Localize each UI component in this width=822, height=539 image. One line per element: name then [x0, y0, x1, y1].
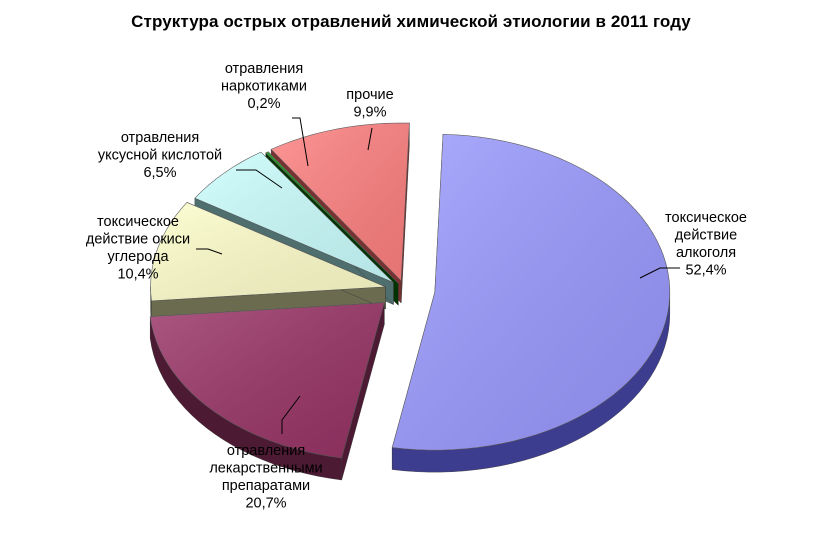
- slice-value-label: 6,5%: [143, 165, 176, 181]
- slice-label-line: отравления: [225, 61, 303, 77]
- slice-label-line: токсическое: [97, 214, 179, 230]
- slice-label-4: отравления уксусной кислотой 6,5%: [98, 130, 222, 181]
- slice-label-line: прочие: [346, 87, 393, 103]
- slice-label-line: лекарственными: [209, 461, 322, 477]
- pie-slice-shade-6: [271, 123, 410, 281]
- slice-label-line: действие окиси: [86, 232, 190, 248]
- leader-line-3: [196, 248, 223, 255]
- slice-label-line: токсическое: [665, 210, 747, 226]
- pie-slice-shade-2: [150, 302, 385, 459]
- slice-label-2: отравления лекарственными препаратами 20,7%: [209, 443, 322, 512]
- slice-value-label: 20,7%: [245, 496, 286, 512]
- slice-label-5: отравления наркотиками 0,2%: [221, 61, 307, 112]
- pie-slice-1: [391, 133, 671, 473]
- slice-value-label: 52,4%: [685, 263, 726, 279]
- slice-label-line: действие: [675, 228, 737, 244]
- slice-label-3: токсическое действие окиси углерода 10,4%: [86, 214, 190, 283]
- slice-value-label: 9,9%: [353, 105, 386, 121]
- chart-title: Структура острых отравлений химической э…: [131, 12, 691, 31]
- slice-label-line: уксусной кислотой: [98, 148, 222, 164]
- slice-label-line: алкоголя: [676, 245, 736, 261]
- slice-label-line: отравления: [121, 130, 199, 146]
- slice-label-6: прочие 9,9%: [346, 87, 393, 121]
- slice-value-label: 0,2%: [247, 96, 280, 112]
- leader-line-1: [639, 267, 680, 279]
- leader-line-2: [281, 395, 301, 434]
- slice-label-line: отравления: [227, 443, 305, 459]
- pie-slice-shade-5: [265, 151, 399, 284]
- pie-slice-3: [150, 202, 386, 324]
- slice-label-line: наркотиками: [221, 79, 307, 95]
- slice-label-line: препаратами: [222, 478, 310, 494]
- pie-slice-2: [149, 302, 385, 481]
- leader-line-6: [367, 127, 373, 151]
- leader-line-5: [292, 117, 309, 167]
- pie-slice-shade-4: [194, 152, 394, 283]
- pie-slice-shade-1: [392, 134, 670, 451]
- slice-value-label: 10,4%: [117, 267, 158, 283]
- leader-line-4: [236, 169, 283, 189]
- slice-label-line: углерода: [107, 249, 169, 265]
- pie-slice-shade-3: [150, 202, 386, 301]
- slice-label-1: токсическое действие алкоголя 52,4%: [665, 210, 747, 279]
